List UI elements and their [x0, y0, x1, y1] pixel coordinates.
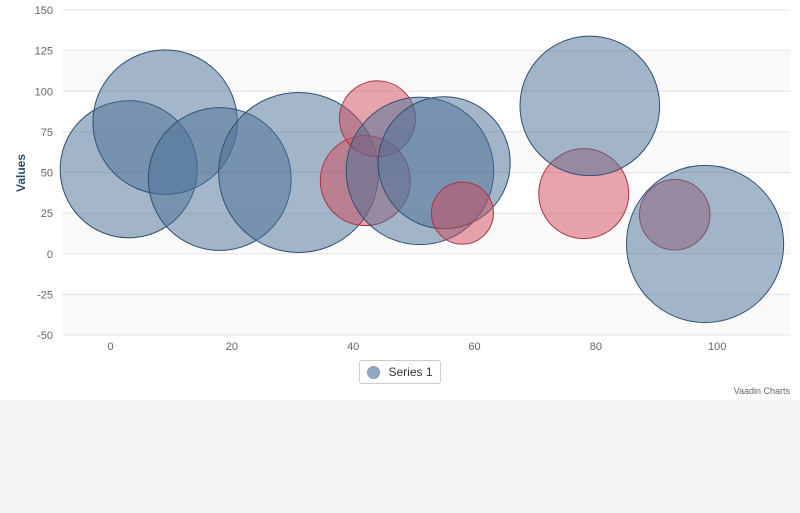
bubble-series: [59, 35, 785, 324]
legend-label: Series 1: [388, 365, 433, 379]
y-tick-label: 25: [41, 208, 53, 220]
x-tick-label: 60: [468, 341, 480, 353]
y-tick-label: 100: [35, 86, 53, 98]
y-tick-label: 75: [41, 127, 53, 139]
y-tick-label: -25: [37, 289, 53, 301]
chart-container: 150 125 100 75 50 25 0 -25 -50 0 20 40 60 80 100 Valu…: [0, 0, 800, 400]
bubble-point[interactable]: [625, 164, 785, 324]
y-axis-labels: 150 125 100 75 50 25 0 -25 -50: [35, 5, 53, 342]
y-tick-label: -50: [37, 330, 53, 342]
y-tick-label: 125: [35, 46, 53, 58]
legend-marker-icon: [367, 365, 381, 379]
page-background: [0, 400, 800, 513]
y-axis-title: Values: [14, 154, 28, 192]
y-tick-label: 50: [41, 168, 53, 180]
x-tick-label: 20: [226, 341, 238, 353]
bubble-point[interactable]: [519, 35, 661, 177]
bubble-point[interactable]: [430, 181, 494, 245]
x-tick-label: 100: [708, 341, 726, 353]
y-tick-label: 150: [35, 5, 53, 17]
legend-item-series-1[interactable]: Series 1: [359, 360, 441, 384]
y-tick-label: 0: [47, 249, 53, 261]
x-tick-label: 80: [590, 341, 602, 353]
x-axis-labels: 0 20 40 60 80 100: [107, 341, 726, 353]
bubble-chart: 150 125 100 75 50 25 0 -25 -50 0 20 40 60 80 100 Valu…: [14, 5, 790, 353]
x-tick-label: 0: [107, 341, 113, 353]
credits-link[interactable]: Vaadin Charts: [733, 386, 790, 396]
x-tick-label: 40: [347, 341, 359, 353]
